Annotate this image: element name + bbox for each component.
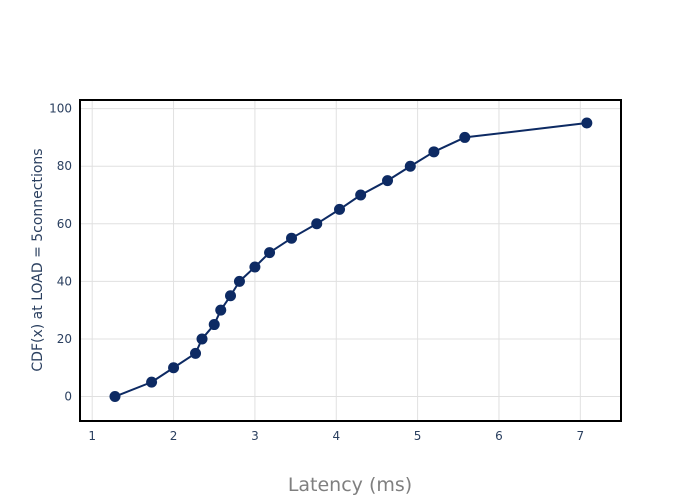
data-point[interactable] <box>225 290 237 302</box>
x-tick-label: 3 <box>251 429 259 443</box>
series-line <box>114 122 587 398</box>
y-tick-label: 0 <box>64 390 72 404</box>
data-point[interactable] <box>311 218 323 230</box>
x-tick-label: 6 <box>495 429 503 443</box>
data-point[interactable] <box>459 131 471 143</box>
data-point[interactable] <box>190 347 202 359</box>
y-tick-label: 80 <box>57 159 72 173</box>
x-tick-label: 2 <box>170 429 178 443</box>
tick-labels: 1 2 3 4 5 6 7 0 20 40 60 80 100 <box>49 102 584 443</box>
plot-frame <box>79 99 622 422</box>
x-tick-label: 1 <box>88 429 96 443</box>
data-point[interactable] <box>168 362 180 374</box>
data-point[interactable] <box>249 261 261 273</box>
y-axis-title: CDF(x) at LOAD = 5connections <box>30 148 46 371</box>
y-tick-label: 40 <box>57 274 72 288</box>
data-point[interactable] <box>428 146 440 158</box>
series <box>109 117 593 403</box>
data-point[interactable] <box>404 160 416 172</box>
data-point[interactable] <box>581 117 593 129</box>
data-point[interactable] <box>355 189 367 201</box>
data-point[interactable] <box>215 304 227 316</box>
x-tick-label: 5 <box>414 429 422 443</box>
data-point[interactable] <box>233 275 245 287</box>
x-tick-label: 4 <box>332 429 340 443</box>
y-tick-label: 20 <box>57 332 72 346</box>
data-point[interactable] <box>109 391 121 403</box>
data-point[interactable] <box>286 232 298 244</box>
grid <box>80 100 621 421</box>
x-axis-title: Latency (ms) <box>288 474 412 496</box>
y-tick-label: 60 <box>57 217 72 231</box>
x-tick-label: 7 <box>577 429 585 443</box>
data-point[interactable] <box>264 247 276 259</box>
data-point[interactable] <box>208 319 220 331</box>
data-point[interactable] <box>146 376 158 388</box>
data-point[interactable] <box>382 175 394 187</box>
data-point[interactable] <box>196 333 208 345</box>
y-tick-label: 100 <box>49 102 72 116</box>
data-point[interactable] <box>334 203 346 215</box>
